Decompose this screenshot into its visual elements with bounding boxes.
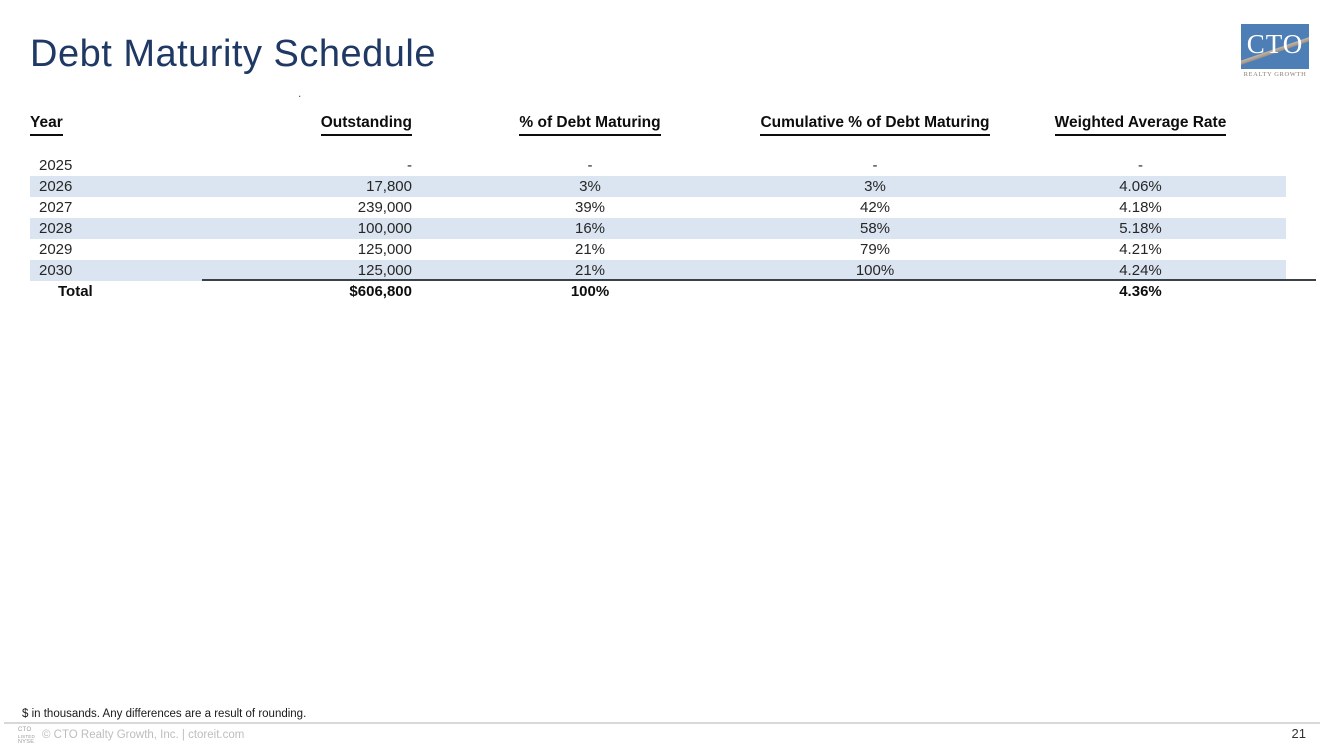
cell-cumulative-pct: 79% xyxy=(859,241,891,258)
cell-outstanding: 125,000 xyxy=(357,262,412,279)
copyright-text: © CTO Realty Growth, Inc. | ctoreit.com xyxy=(42,729,245,741)
page-number: 21 xyxy=(1291,726,1306,741)
cell-cumulative-pct: 3% xyxy=(864,178,886,195)
cell-weighted-avg-rate: 4.18% xyxy=(1119,199,1162,216)
cell-outstanding: 239,000 xyxy=(357,199,412,216)
header-cumulative-pct: Cumulative % of Debt Maturing xyxy=(755,112,995,136)
cell-outstanding: 17,800 xyxy=(366,178,412,195)
nyse-listed-badge: CTO LISTED NYSE xyxy=(18,727,35,745)
total-pct-maturing: 100% xyxy=(570,283,610,300)
total-label: Total xyxy=(58,283,93,300)
cell-cumulative-pct: 58% xyxy=(859,220,891,237)
cell-outstanding: 100,000 xyxy=(357,220,412,237)
header-pct-maturing: % of Debt Maturing xyxy=(425,112,755,136)
cell-weighted-avg-rate: 5.18% xyxy=(1119,220,1162,237)
cell-year: 2028 xyxy=(39,220,73,237)
cell-pct-maturing: 16% xyxy=(574,220,606,237)
total-outstanding: $606,800 xyxy=(349,283,412,300)
cell-pct-maturing: 39% xyxy=(574,199,606,216)
cell-pct-maturing: - xyxy=(587,157,593,174)
cell-pct-maturing: 21% xyxy=(574,262,606,279)
cell-year: 2025 xyxy=(39,157,73,174)
cto-logo-box: CTO xyxy=(1241,24,1309,69)
cell-weighted-avg-rate: - xyxy=(1138,157,1143,174)
cto-logo: CTO REALTY GROWTH xyxy=(1241,24,1309,78)
table-row: 2025 - - - - xyxy=(30,155,1286,176)
cell-cumulative-pct: 100% xyxy=(855,262,895,279)
badge-listed: LISTED xyxy=(18,733,35,739)
table-row: 2029 125,000 21% 79% 4.21% xyxy=(30,239,1286,260)
table-body: 2025 - - - - 2026 17,800 3% 3% 4.06% 202… xyxy=(30,155,1286,281)
total-cumulative-pct xyxy=(755,281,995,302)
table-row: 2026 17,800 3% 3% 4.06% xyxy=(30,176,1286,197)
cell-year: 2030 xyxy=(39,262,73,279)
cell-outstanding: 125,000 xyxy=(357,241,412,258)
header-outstanding: Outstanding xyxy=(175,112,425,136)
logo-tagline: REALTY GROWTH xyxy=(1243,71,1307,78)
table-row: 2030 125,000 21% 100% 4.24% xyxy=(30,260,1286,281)
cell-pct-maturing: 21% xyxy=(574,241,606,258)
cell-weighted-avg-rate: 4.06% xyxy=(1119,178,1162,195)
badge-ticker: CTO xyxy=(18,727,32,733)
total-separator-rule xyxy=(202,279,1316,281)
table-row: 2028 100,000 16% 58% 5.18% xyxy=(30,218,1286,239)
badge-exchange: NYSE xyxy=(18,739,35,746)
total-weighted-avg-rate: 4.36% xyxy=(1119,283,1162,300)
logo-monogram: CTO xyxy=(1246,29,1304,59)
footnote: $ in thousands. Any differences are a re… xyxy=(22,708,307,720)
header-weighted-avg-rate: Weighted Average Rate xyxy=(995,112,1286,136)
cell-year: 2027 xyxy=(39,199,73,216)
table-header-row: Year Outstanding % of Debt Maturing Cumu… xyxy=(30,112,1286,136)
footer-divider xyxy=(4,722,1320,724)
stray-period-mark: . xyxy=(298,86,302,100)
cell-year: 2029 xyxy=(39,241,73,258)
table-total-row: Total $606,800 100% 4.36% xyxy=(30,281,1286,302)
page-title: Debt Maturity Schedule xyxy=(30,33,436,75)
cell-weighted-avg-rate: 4.21% xyxy=(1119,241,1162,258)
table-row: 2027 239,000 39% 42% 4.18% xyxy=(30,197,1286,218)
header-year: Year xyxy=(30,112,175,136)
cell-cumulative-pct: 42% xyxy=(859,199,891,216)
cell-outstanding: - xyxy=(407,157,412,174)
cell-pct-maturing: 3% xyxy=(579,178,601,195)
cell-weighted-avg-rate: 4.24% xyxy=(1119,262,1162,279)
cell-year: 2026 xyxy=(39,178,73,195)
cell-cumulative-pct: - xyxy=(872,157,878,174)
